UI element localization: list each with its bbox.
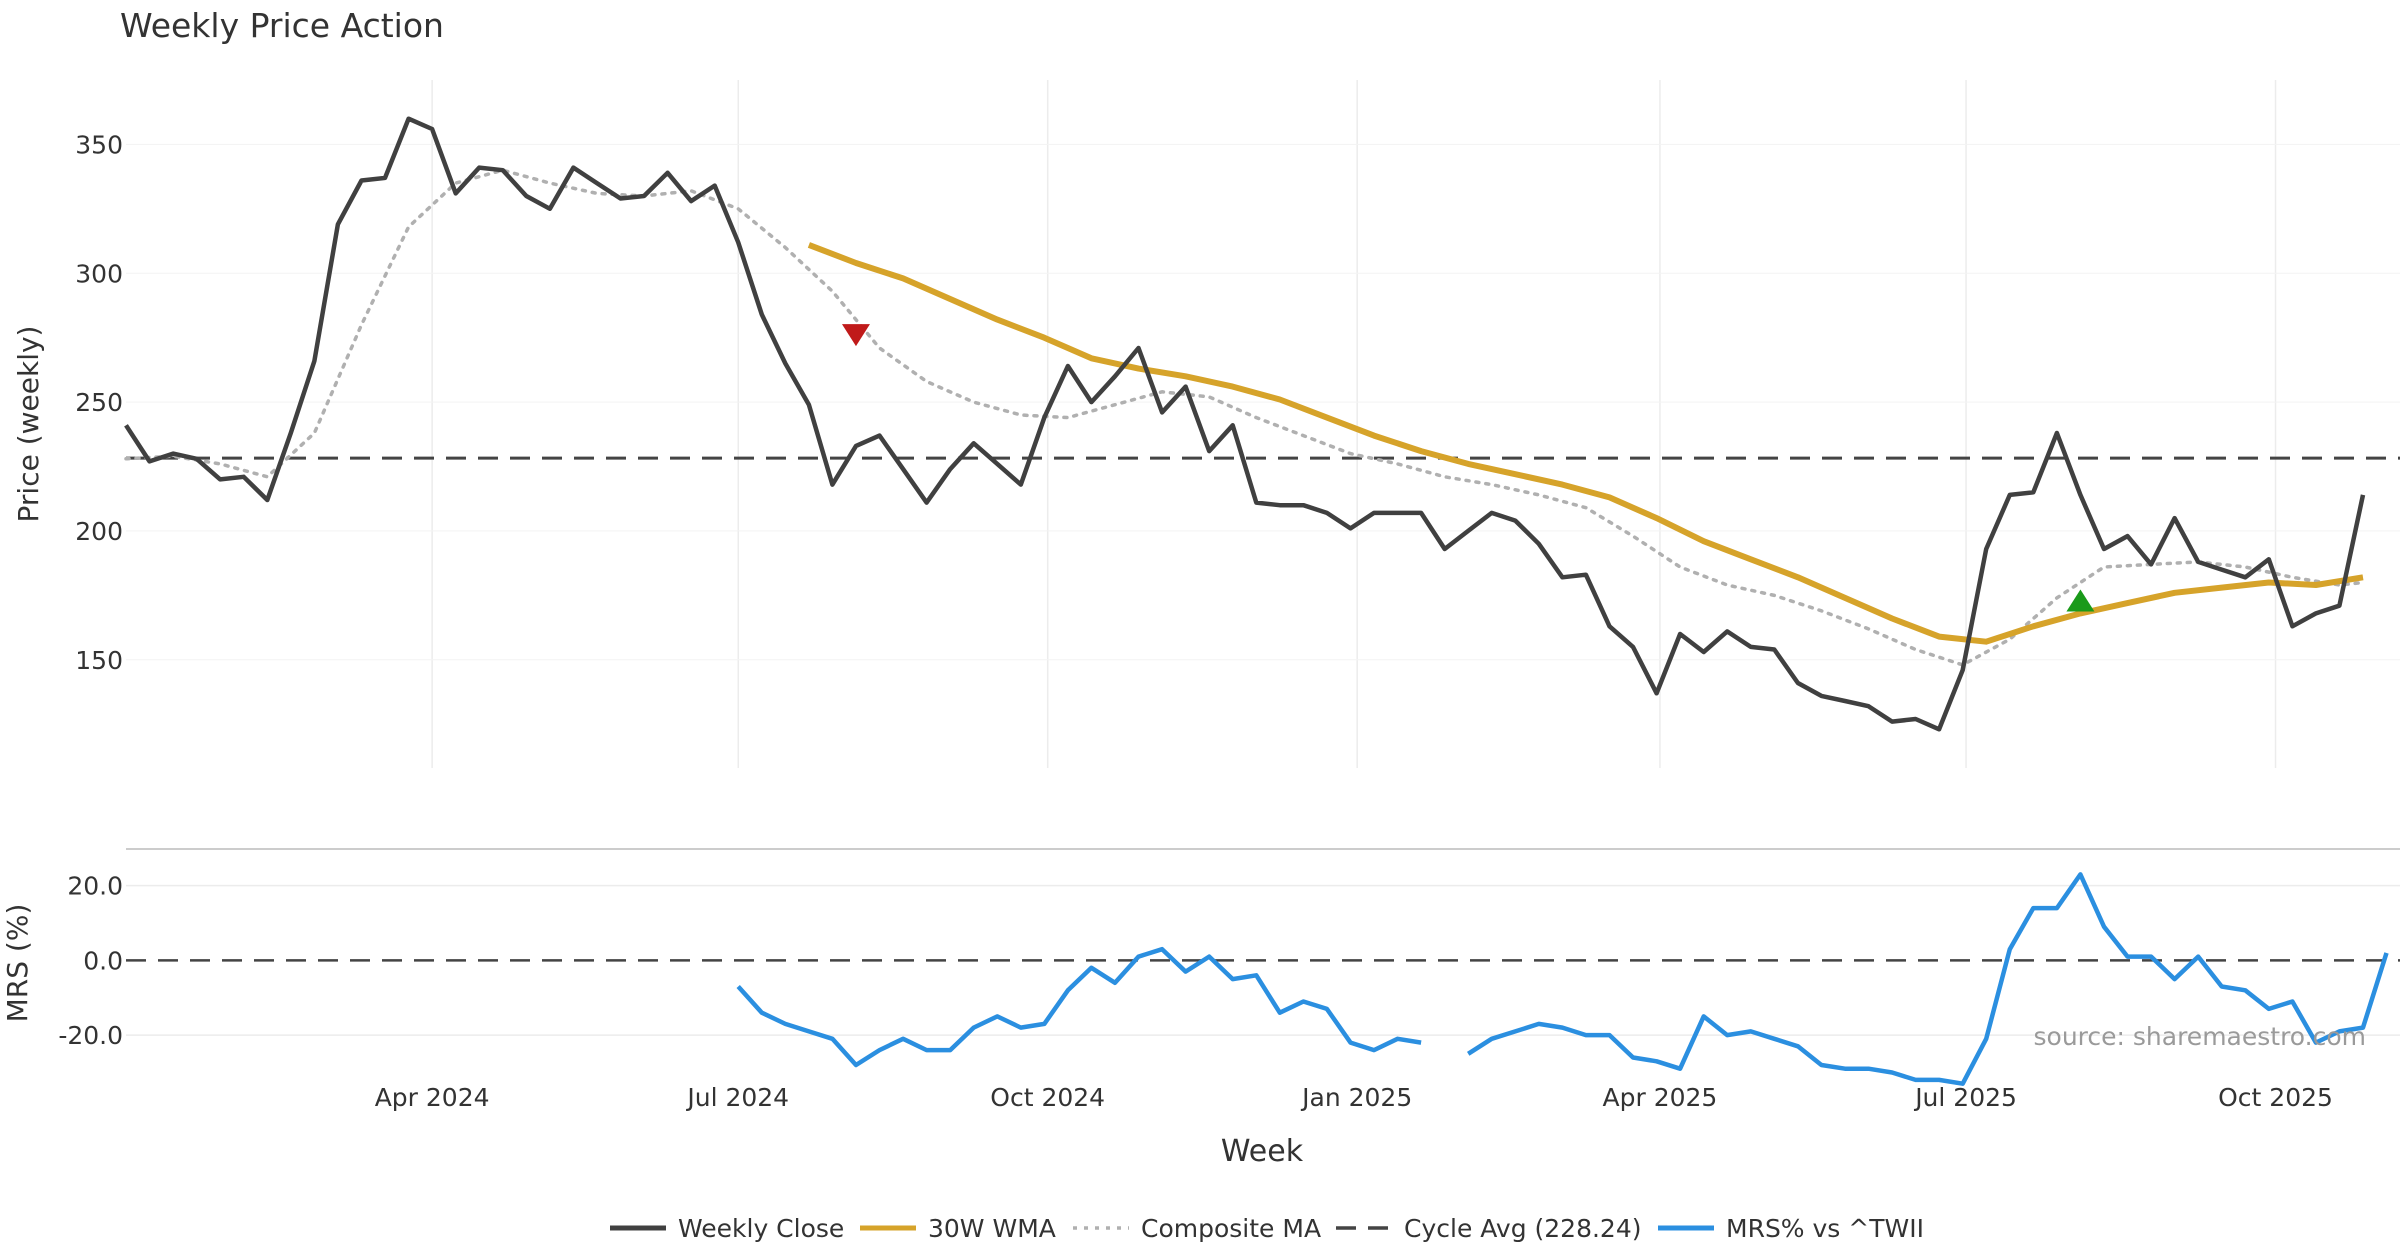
mrs-gridlines <box>126 884 2400 1036</box>
series-line-mrs-vs-twii <box>1466 872 2389 1086</box>
legend-label: Composite MA <box>1141 1214 1321 1243</box>
mrs-y-tick-label: -20.0 <box>58 1021 123 1050</box>
series-line-30w-wma <box>807 242 2364 645</box>
sell-signal-marker <box>841 324 870 347</box>
x-axis-ticks: Apr 2024 Jul 2024 Oct 2024 Jan 2025 Apr 2025… <box>375 1083 2333 1112</box>
legend-label: Cycle Avg (228.24) <box>1404 1214 1642 1243</box>
x-tick-label: Oct 2024 <box>990 1083 1105 1112</box>
mrs-y-axis-label: MRS (%) <box>1 904 34 1023</box>
price-panel: 150 200 250 300 350 Price (weekly) <box>12 80 2400 768</box>
x-tick-label: Apr 2024 <box>375 1083 490 1112</box>
series-line-weekly-close <box>124 116 2366 732</box>
x-tick-label: Jan 2025 <box>1300 1083 1412 1112</box>
chart-title: Weekly Price Action <box>120 6 444 45</box>
buy-signal-marker <box>2066 589 2095 612</box>
x-tick-label: Apr 2025 <box>1603 1083 1718 1112</box>
price-series-group <box>124 116 2400 732</box>
price-y-tick-label: 350 <box>75 130 123 159</box>
mrs-panel: 20.0 0.0 -20.0 MRS (%) source: sharemaestr… <box>1 848 2400 1086</box>
price-y-tick-label: 250 <box>75 388 123 417</box>
price-y-tick-label: 300 <box>75 259 123 288</box>
price-y-axis-ticks: 150 200 250 300 350 <box>75 130 123 674</box>
x-tick-label: Oct 2025 <box>2218 1083 2333 1112</box>
price-gridlines <box>126 80 2400 768</box>
mrs-series-group <box>736 872 2389 1086</box>
legend-item-30w-wma: 30W WMA <box>860 1214 1056 1243</box>
price-y-tick-label: 200 <box>75 517 123 546</box>
mrs-y-tick-label: 20.0 <box>67 872 123 901</box>
mrs-y-axis-ticks: 20.0 0.0 -20.0 <box>58 872 123 1050</box>
legend-item-composite-ma: Composite MA <box>1073 1214 1321 1243</box>
legend-label: MRS% vs ^TWII <box>1726 1214 1924 1243</box>
legend-item-cycle-avg-228-24: Cycle Avg (228.24) <box>1336 1214 1642 1243</box>
x-tick-label: Jul 2025 <box>1913 1083 2017 1112</box>
legend-label: Weekly Close <box>678 1214 844 1243</box>
legend-item-mrs-vs-twii: MRS% vs ^TWII <box>1658 1214 1924 1243</box>
price-y-tick-label: 150 <box>75 646 123 675</box>
legend-item-weekly-close: Weekly Close <box>610 1214 844 1243</box>
price-y-axis-label: Price (weekly) <box>12 326 45 523</box>
mrs-y-tick-label: 0.0 <box>83 946 123 975</box>
series-line-composite-ma <box>124 168 2365 667</box>
legend-label: 30W WMA <box>928 1214 1056 1243</box>
series-line-mrs-vs-twii <box>736 946 1422 1068</box>
x-axis-label: Week <box>1221 1134 1304 1169</box>
source-note: source: sharemaestro.com <box>2034 1022 2367 1051</box>
legend: Weekly Close 30W WMA Composite MA Cycle Avg… <box>610 1214 1924 1243</box>
x-tick-label: Jul 2024 <box>685 1083 789 1112</box>
signal-markers <box>841 324 2095 612</box>
